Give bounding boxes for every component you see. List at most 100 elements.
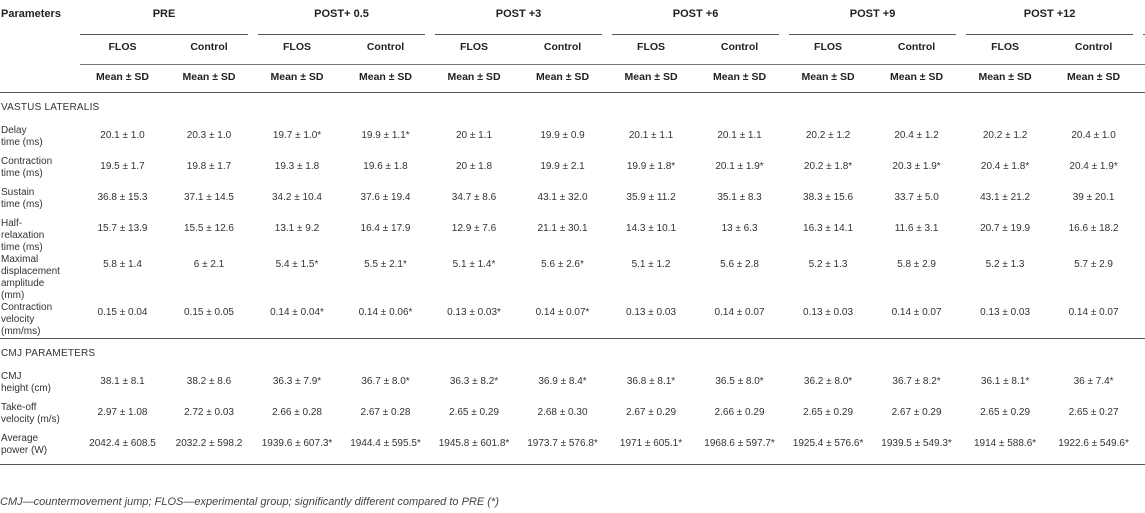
group-header: POST +9 [779, 0, 962, 35]
value-cell: 20.1 ± 1.9* [715, 161, 764, 172]
table-row: Half-relaxation time (ms) 15.7 ± 13.9 15.5 … [0, 218, 1145, 254]
subheader-flos: FLOS [108, 41, 137, 53]
value-cell: 5.5 ± 2.1* [364, 259, 407, 270]
value-cell: 5.1 ± 1.4* [452, 259, 496, 270]
value-cell: 19.9 ± 2.1 [540, 161, 585, 172]
value-cell: 0.14 ± 0.04* [270, 307, 324, 318]
value-cell: 11.6 ± 3.1 [894, 223, 939, 234]
value-cell: 21.1 ± 30.1 [537, 223, 588, 234]
table-row: CMJ height (cm) 38.1 ± 8.1 38.2 ± 8.6 36.3 ±… [0, 371, 1145, 402]
row-label-line: Delay [1, 125, 27, 136]
subheader-flos: FLOS [637, 41, 666, 53]
value-cell: 39 ± 20.1 [1072, 192, 1115, 203]
stat-label: Mean ± SD [1049, 64, 1139, 93]
subheader-flos: FLOS [1138, 35, 1145, 65]
row-label-line: time (ms) [1, 242, 43, 253]
value-cell: 20.3 ± 1.0 [186, 130, 232, 141]
value-cell: 1945.8 ± 601.8* [438, 438, 510, 449]
value-cell: 19.9 ± 1.8* [626, 161, 676, 172]
value-cell: 0.14 ± 0.06* [358, 307, 413, 318]
table-row: Contraction time (ms) 19.5 ± 1.7 19.8 ± 1.7… [0, 156, 1145, 187]
value-cell: 38.9 [1138, 187, 1145, 218]
value-cell: 19.3 ± 1.8 [274, 161, 320, 172]
value-cell: 14.3 ± 10.1 [626, 223, 677, 234]
value-cell: 1971 ± 605.1* [619, 438, 683, 449]
table-row: Contraction velocity (mm/ms) 0.15 ± 0.04 0.1… [0, 302, 1145, 339]
value-cell: 36.3 ± 8.2* [449, 376, 499, 387]
value-cell: 20.4 ± 1.0 [1071, 130, 1116, 141]
data-table-viewport: Parameters PRE POST+ 0.5 POST +3 POST +6 POST… [0, 0, 1145, 465]
value-cell: 5.6 ± 2.8 [720, 259, 759, 270]
group-header: PRE [80, 0, 253, 35]
value-cell: 19.9 ± 0.9 [540, 130, 585, 141]
value-cell: 0.13 ± 0.03 [980, 307, 1031, 318]
stat-label: Mean ± SD [430, 64, 519, 93]
value-cell: 2.66 [1138, 402, 1145, 433]
value-cell: 2.68 ± 0.30 [537, 407, 588, 418]
row-label-line: displacement [1, 266, 60, 277]
value-cell: 1939.6 ± 607.3* [261, 438, 333, 449]
value-cell: 5.1 ± 1.2 [631, 259, 671, 270]
value-cell: 2042.4 ± 608.5 [89, 438, 156, 449]
value-cell: 36 ± 7.4* [1073, 376, 1114, 387]
value-cell: 5.2 [1138, 254, 1145, 302]
value-cell: 19.6 ± 1.8 [363, 161, 408, 172]
value-cell: 20 ± 1.1 [455, 130, 493, 141]
value-cell: 5.8 ± 1.4 [103, 259, 142, 270]
value-cell: 20.2 ± 1.8* [803, 161, 853, 172]
row-label-line: Maximal [1, 254, 39, 265]
value-cell: 0.13 ± 0.03* [447, 307, 501, 318]
value-cell: 20.2 ± 1.2 [805, 130, 851, 141]
value-cell: 5.8 ± 2.9 [897, 259, 936, 270]
value-cell: 38.2 ± 8.6 [186, 376, 232, 387]
value-cell: 16.3 ± 14.1 [803, 223, 854, 234]
value-cell: 20.4 ± 1.9* [1069, 161, 1118, 172]
section-title: VASTUS LATERALIS [1, 102, 100, 113]
value-cell: 20 ± 1.8 [455, 161, 493, 172]
stat-label: Mean ± SD [695, 64, 785, 93]
subheader-control: Control [897, 41, 936, 53]
value-cell: 1973.7 ± 576.8* [527, 438, 598, 449]
table-row: Sustain time (ms) 36.8 ± 15.3 37.1 ± 14.5 34… [0, 187, 1145, 218]
value-cell: 5.2 ± 1.3 [985, 259, 1025, 270]
value-cell: 1925.4 ± 576.6* [792, 438, 864, 449]
value-cell: 36.8 ± 8.1* [626, 376, 676, 387]
value-cell: 20.3 ± 1.9* [892, 161, 941, 172]
row-label: Delay time (ms) [0, 125, 80, 156]
value-cell: 13.1 ± 9.2 [274, 223, 320, 234]
section-row: VASTUS LATERALIS [0, 93, 1145, 126]
value-cell: 43.1 ± 21.2 [980, 192, 1031, 203]
value-cell: 20.4 ± 1.8* [980, 161, 1030, 172]
value-cell: 20.1 ± 1.1 [628, 130, 674, 141]
subheader-flos: FLOS [460, 41, 489, 53]
value-cell: 0.14 ± 0.07 [1068, 307, 1119, 318]
stat-label: Mean ± SD [872, 64, 962, 93]
row-label-line: CMJ [1, 371, 22, 382]
value-cell: 0.15 ± 0.05 [184, 307, 234, 318]
value-cell: 19.7 ± 1.0* [272, 130, 322, 141]
value-cell: 2.72 ± 0.03 [184, 407, 234, 418]
value-cell: 36.9 ± 8.4* [538, 376, 587, 387]
subheader-flos: FLOS [283, 41, 311, 53]
value-cell: 35.9 ± 11.2 [626, 192, 676, 203]
value-cell: 19.8 ± 1.7 [186, 161, 232, 172]
value-cell: 36.5 ± 8.0* [715, 376, 764, 387]
value-cell: 34.2 ± 10.4 [272, 192, 322, 203]
stat-label: Mean ± SD [165, 64, 253, 93]
stat-label: Mean ± SD [607, 64, 696, 93]
value-cell: 2.66 ± 0.28 [272, 407, 322, 418]
value-cell: 43.1 ± 32.0 [537, 192, 588, 203]
stat-label: Mean ± SD [961, 64, 1050, 93]
value-cell: 2.97 ± 1.08 [97, 407, 148, 418]
value-cell: 36.3 ± 7.9* [272, 376, 322, 387]
row-label: Half-relaxation time (ms) [0, 218, 80, 254]
value-cell: 36.4 [1138, 371, 1145, 402]
value-cell: 6 ± 2.1 [193, 259, 225, 270]
value-cell: 36.2 ± 8.0* [803, 376, 853, 387]
value-cell: 2.65 ± 0.29 [449, 407, 499, 418]
results-table: Parameters PRE POST+ 0.5 POST +3 POST +6 POST… [0, 0, 1145, 465]
row-label-line: velocity [1, 314, 35, 325]
stat-label: Mean ± SD [1138, 64, 1145, 93]
subheader-control: Control [720, 41, 759, 53]
row-label-line: time (ms) [1, 168, 43, 179]
